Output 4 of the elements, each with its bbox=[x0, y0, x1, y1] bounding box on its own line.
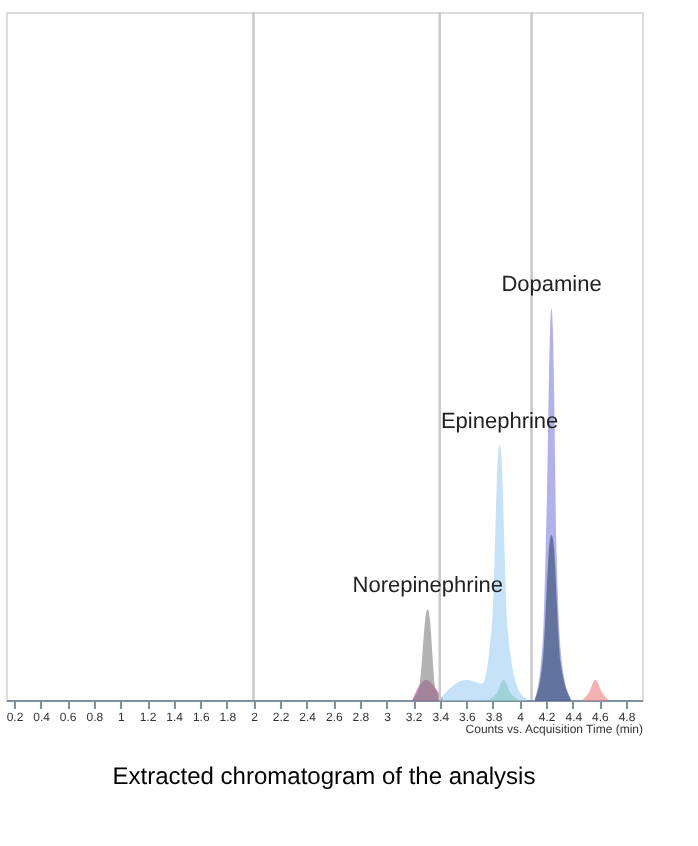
annotation: Epinephrine bbox=[440, 409, 559, 434]
annotation: Dopamine bbox=[501, 273, 602, 298]
annotation: Norepinephrine bbox=[352, 574, 503, 599]
text: Extracted chromatogram of the analysis bbox=[112, 762, 536, 790]
